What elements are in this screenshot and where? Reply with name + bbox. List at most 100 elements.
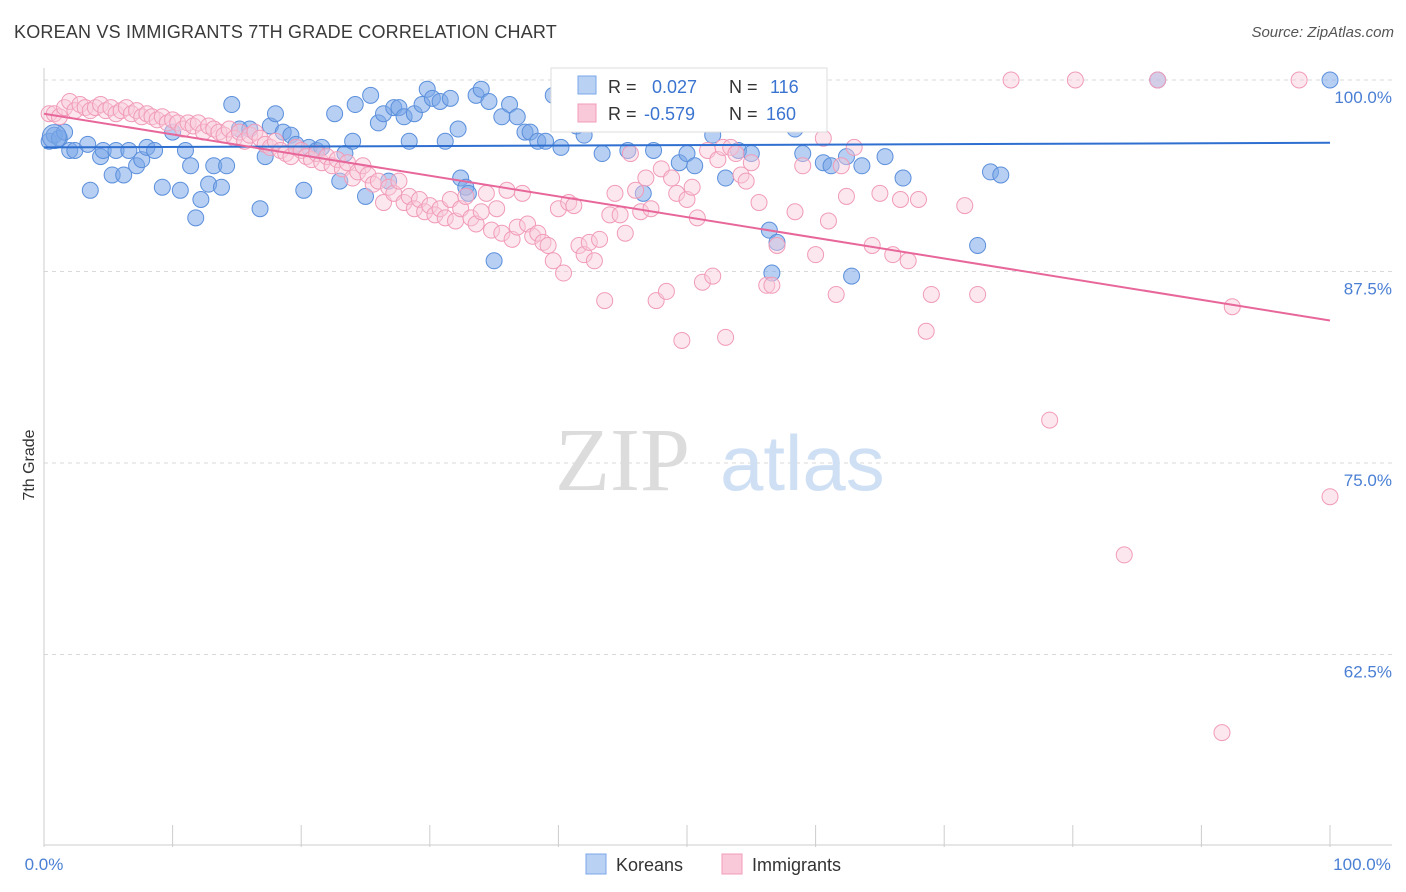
immigrant-point [477,184,495,202]
y-tick-label: 75.0% [1344,471,1392,490]
koreans-n-label: N = [729,77,758,97]
immigrant-point [555,264,573,282]
immigrants-r-value: -0.579 [644,104,695,124]
watermark-zip: ZIP [555,411,690,510]
korean-point [146,141,164,159]
immigrant-point [807,246,825,264]
immigrant-point [539,236,557,254]
korean-point [251,200,269,218]
immigrant-point [86,99,104,117]
data-points [40,71,1339,742]
immigrant-point [717,328,735,346]
korean-point [894,169,912,187]
legend-item-immigrants[interactable]: Immigrants [721,853,841,875]
korean-point [182,157,200,175]
korean-point [212,178,230,196]
immigrant-point [606,184,624,202]
series-legend: Koreans Immigrants [585,853,841,875]
immigrant-point [1041,411,1059,429]
y-axis-title: 7th Grade [21,429,38,500]
legend-item-koreans[interactable]: Koreans [585,853,683,875]
immigrant-point [534,233,552,251]
immigrant-point [845,138,863,156]
korean-point [218,157,236,175]
immigrant-point [1213,724,1231,742]
immigrant-point [668,184,686,202]
korean-point [41,124,67,150]
immigrant-point [909,190,927,208]
legend-immigrants-swatch [721,853,743,875]
immigrants-trend-line [43,112,1331,322]
immigrant-point [794,157,812,175]
korean-point [223,96,241,114]
immigrant-point [596,292,614,310]
legend-immigrants-label: Immigrants [752,855,841,875]
korean-point [295,181,313,199]
immigrant-point [819,212,837,230]
korean-point [1321,71,1339,89]
immigrant-point [837,187,855,205]
immigrant-point [956,197,974,215]
korean-point [843,267,861,285]
immigrant-point [544,252,562,270]
immigrant-point [148,111,166,129]
immigrant-point [359,166,377,184]
immigrant-point [230,123,248,141]
immigrant-point [742,154,760,172]
immigrant-point [241,126,259,144]
korean-point [362,86,380,104]
immigrant-point [585,252,603,270]
korean-point [552,138,570,156]
immigrant-point [683,178,701,196]
immigrant-point [390,172,408,190]
stats-legend-row-immigrants: R = -0.579 N = 160 [577,103,796,124]
axes [43,68,1392,847]
y-tick-label: 100.0% [1334,88,1392,107]
immigrant-point [483,221,501,239]
korean-point [969,236,987,254]
immigrant-point [266,132,284,150]
korean-point [645,141,663,159]
koreans-n-value: 116 [770,77,799,97]
korean-point [472,80,490,98]
immigrant-point [637,169,655,187]
legend-koreans-label: Koreans [616,855,683,875]
korean-point [192,190,210,208]
immigrant-point [768,236,786,254]
korean-point [176,141,194,159]
immigrant-point [205,120,223,138]
immigrant-point [1149,71,1167,89]
immigrant-point [601,206,619,224]
koreans-swatch [577,75,597,95]
immigrant-point [580,233,598,251]
immigrant-point [189,114,207,132]
tick-labels: 100.0% 87.5% 75.0% 62.5% 0.0% 100.0% [25,88,1392,874]
immigrant-point [1290,71,1308,89]
immigrant-point [200,117,218,135]
immigrant-point [758,276,776,294]
immigrant-point [922,285,940,303]
korean-point [459,184,477,202]
korean-point [593,145,611,163]
immigrant-point [210,123,228,141]
immigrant-point [657,282,675,300]
y-tick-label: 87.5% [1344,280,1392,299]
immigrant-point [436,209,454,227]
immigrant-point [827,285,845,303]
korean-point [686,157,704,175]
korean-point [501,96,519,114]
korean-point [537,132,555,150]
immigrant-point [727,145,745,163]
immigrant-point [524,227,542,245]
immigrants-swatch [577,103,597,123]
watermark-atlas: atlas [720,419,885,507]
korean-point [508,108,526,126]
korean-point [441,89,459,107]
stats-legend-row-koreans: R = 0.027 N = 116 [577,75,799,97]
immigrant-point [832,157,850,175]
immigrant-point [737,172,755,190]
immigrant-point [457,187,475,205]
immigrant-point [421,197,439,215]
korean-point [449,120,467,138]
